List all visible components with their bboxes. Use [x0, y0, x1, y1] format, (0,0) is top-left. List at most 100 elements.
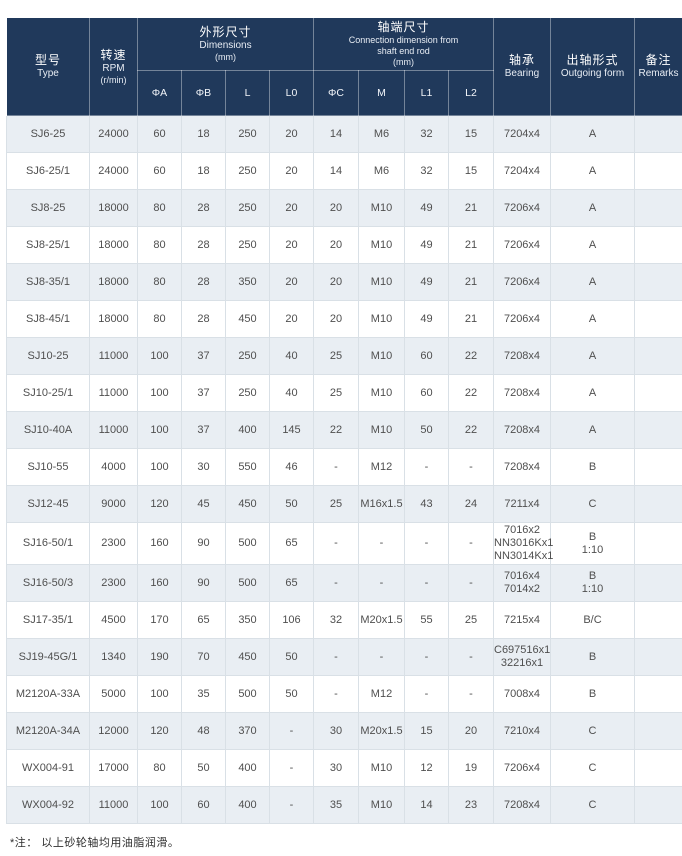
value-cell: 7208x4 [494, 449, 551, 486]
value-cell: - [405, 523, 449, 565]
value-cell: 7211x4 [494, 486, 551, 523]
model-cell: SJ10-25 [7, 338, 90, 375]
value-cell: 11000 [90, 375, 138, 412]
value-cell: C697516x1 32216x1 [494, 639, 551, 676]
value-cell [635, 639, 682, 676]
value-cell: 15 [449, 116, 494, 153]
value-cell: 7208x4 [494, 412, 551, 449]
value-cell [635, 750, 682, 787]
value-cell: 80 [138, 227, 182, 264]
value-cell: 250 [226, 153, 270, 190]
value-cell: M12 [359, 449, 405, 486]
value-cell: 50 [270, 486, 314, 523]
value-cell: 45 [182, 486, 226, 523]
model-cell: SJ16-50/3 [7, 565, 90, 602]
value-cell: 24 [449, 486, 494, 523]
value-cell: - [449, 449, 494, 486]
value-cell: M10 [359, 301, 405, 338]
value-cell: 14 [405, 787, 449, 824]
value-cell: 170 [138, 602, 182, 639]
value-cell: 100 [138, 412, 182, 449]
value-cell: 500 [226, 565, 270, 602]
value-cell: 24000 [90, 153, 138, 190]
value-cell: 20 [270, 227, 314, 264]
value-cell [635, 523, 682, 565]
value-cell: 80 [138, 190, 182, 227]
value-cell: - [314, 523, 359, 565]
value-cell: 190 [138, 639, 182, 676]
remarks-label-zh: 备注 [636, 53, 681, 68]
value-cell: 450 [226, 486, 270, 523]
value-cell: B [551, 449, 635, 486]
col-header-m: M [359, 71, 405, 116]
col-header-l0: L0 [270, 71, 314, 116]
value-cell: 100 [138, 338, 182, 375]
value-cell: 7204x4 [494, 116, 551, 153]
value-cell: 21 [449, 264, 494, 301]
value-cell: 22 [314, 412, 359, 449]
type-label-zh: 型号 [8, 53, 88, 68]
value-cell: 40 [270, 338, 314, 375]
col-header-l2: L2 [449, 71, 494, 116]
value-cell: 25 [314, 486, 359, 523]
value-cell: 20 [270, 264, 314, 301]
value-cell: - [270, 713, 314, 750]
col-header-remarks: 备注 Remarks [635, 18, 682, 116]
value-cell: 160 [138, 523, 182, 565]
value-cell: M12 [359, 676, 405, 713]
value-cell: 90 [182, 523, 226, 565]
value-cell: M10 [359, 750, 405, 787]
value-cell: 7208x4 [494, 338, 551, 375]
value-cell [635, 264, 682, 301]
value-cell: M10 [359, 264, 405, 301]
value-cell: 7206x4 [494, 301, 551, 338]
value-cell: 49 [405, 264, 449, 301]
value-cell: A [551, 153, 635, 190]
model-cell: SJ8-35/1 [7, 264, 90, 301]
value-cell: 50 [270, 639, 314, 676]
value-cell: 50 [405, 412, 449, 449]
value-cell: 70 [182, 639, 226, 676]
value-cell: 65 [182, 602, 226, 639]
value-cell: 20 [314, 227, 359, 264]
value-cell: - [449, 523, 494, 565]
value-cell [635, 301, 682, 338]
value-cell: 48 [182, 713, 226, 750]
value-cell: 49 [405, 227, 449, 264]
value-cell: 28 [182, 227, 226, 264]
model-cell: WX004-91 [7, 750, 90, 787]
value-cell: 250 [226, 338, 270, 375]
value-cell: 7210x4 [494, 713, 551, 750]
value-cell: 23 [449, 787, 494, 824]
value-cell: 80 [138, 264, 182, 301]
value-cell: 60 [405, 338, 449, 375]
connection-label-en2: shaft end rod [315, 46, 492, 57]
value-cell: - [405, 565, 449, 602]
value-cell: 43 [405, 486, 449, 523]
value-cell: 18 [182, 116, 226, 153]
value-cell: 21 [449, 190, 494, 227]
value-cell: 20 [270, 190, 314, 227]
value-cell: C [551, 713, 635, 750]
value-cell: 500 [226, 676, 270, 713]
value-cell: 7206x4 [494, 190, 551, 227]
value-cell: - [449, 676, 494, 713]
dimensions-label-zh: 外形尺寸 [139, 25, 312, 40]
bearing-label-zh: 轴承 [495, 53, 549, 68]
value-cell: 350 [226, 602, 270, 639]
value-cell: A [551, 116, 635, 153]
value-cell: 49 [405, 190, 449, 227]
value-cell: 37 [182, 338, 226, 375]
spindle-spec-page: 型号 Type 转速 RPM (r/min) 外形尺寸 Dimensions (… [0, 17, 682, 856]
value-cell: 50 [270, 676, 314, 713]
